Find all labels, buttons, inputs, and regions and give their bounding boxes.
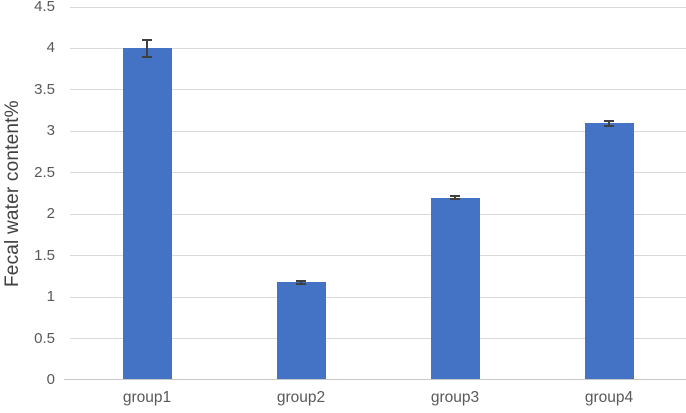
bar-group3	[430, 197, 480, 380]
y-axis-ticks: 0 0.5 1 1.5 2 2.5 3 3.5 4 4.5	[0, 0, 70, 388]
error-bar-cap	[142, 55, 152, 58]
error-bar-stem	[454, 196, 456, 200]
x-axis-line	[64, 379, 686, 380]
gridline	[70, 6, 686, 8]
y-tick-label: 2	[46, 205, 55, 223]
gridline	[70, 338, 686, 340]
y-tick-label: 3	[46, 122, 55, 140]
y-tick-label: 0	[46, 371, 55, 388]
gridline	[70, 89, 686, 91]
bar-group1	[122, 48, 172, 380]
x-category-label: group4	[584, 389, 634, 406]
gridline	[70, 255, 686, 257]
y-tick-label: 4	[46, 39, 55, 57]
x-axis-labels: group1 group2 group3 group4	[70, 387, 686, 409]
y-tick-label: 1.5	[34, 246, 55, 264]
gridline	[70, 213, 686, 215]
y-tick-label: 3.5	[34, 80, 55, 98]
error-bar-stem	[608, 120, 610, 126]
error-bar-stem	[146, 40, 148, 57]
gridline	[70, 130, 686, 132]
error-bar-cap	[296, 282, 306, 285]
y-tick-label: 2.5	[34, 163, 55, 181]
y-tick-label: 0.5	[34, 329, 55, 347]
gridline	[70, 172, 686, 174]
plot-area	[64, 6, 686, 380]
gridline	[70, 296, 686, 298]
gridline	[70, 47, 686, 49]
error-bar-cap	[450, 198, 460, 201]
x-category-label: group2	[276, 389, 326, 406]
error-bar-cap	[296, 279, 306, 282]
y-tick-label: 4.5	[34, 0, 55, 15]
x-category-label: group3	[430, 389, 480, 406]
error-bar-cap	[450, 195, 460, 197]
bar-group4	[584, 123, 634, 380]
error-bar-cap	[142, 39, 152, 42]
error-bar-cap	[604, 124, 614, 127]
error-bar-stem	[300, 280, 302, 284]
bar-group2	[276, 282, 326, 380]
y-tick-label: 1	[46, 288, 55, 306]
x-category-label: group1	[122, 389, 172, 406]
error-bar-cap	[604, 119, 614, 122]
